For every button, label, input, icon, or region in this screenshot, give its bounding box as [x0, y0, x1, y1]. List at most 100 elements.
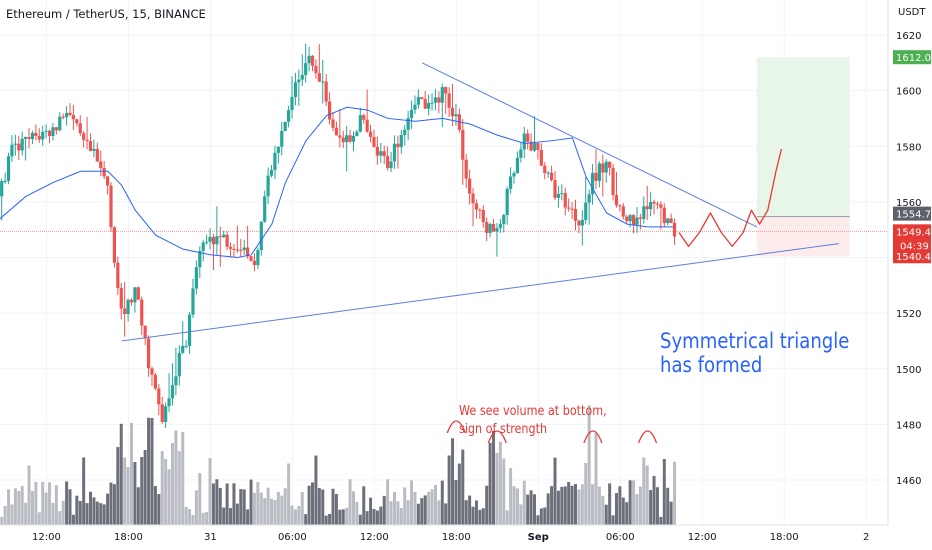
- stop-price-badge: [893, 249, 931, 264]
- candle-body: [512, 173, 516, 177]
- volume-bar: [355, 501, 359, 525]
- candle-body: [474, 203, 479, 210]
- volume-bar: [430, 489, 434, 525]
- pattern-annotation[interactable]: Symmetrical triangle has formed: [660, 329, 849, 377]
- candle-body: [549, 172, 554, 181]
- candle-body: [379, 151, 383, 156]
- volume-annotation-line2: sign of strength: [459, 422, 548, 437]
- volume-bar: [533, 494, 537, 525]
- volume-bar: [208, 458, 212, 525]
- candle-body: [276, 146, 280, 153]
- symbol-title: Ethereum / TetherUS, 15, BINANCE: [6, 7, 206, 21]
- volume-bar: [669, 501, 673, 525]
- volume-bar: [99, 503, 103, 525]
- volume-bar: [440, 480, 444, 525]
- candle-body: [310, 55, 315, 66]
- candle-body: [662, 207, 666, 224]
- volume-bar: [556, 490, 560, 525]
- volume-bar: [488, 442, 492, 525]
- volume-bar: [375, 510, 379, 525]
- volume-bar: [314, 455, 318, 525]
- volume-bar: [662, 458, 666, 525]
- candle-body: [293, 82, 298, 97]
- volume-bar: [410, 480, 414, 525]
- volume-bar: [543, 507, 547, 525]
- volume-highlight-arc: [446, 420, 466, 434]
- candle-body: [280, 131, 284, 147]
- candle-body: [416, 97, 420, 105]
- volume-bar: [396, 501, 400, 525]
- candle-body: [235, 249, 239, 251]
- candle-body: [184, 345, 188, 347]
- candle-body: [532, 143, 537, 151]
- candle-body: [655, 203, 660, 205]
- volume-bar: [140, 457, 144, 525]
- volume-bar: [106, 493, 110, 525]
- candle-body: [478, 209, 482, 211]
- volume-bar: [27, 465, 31, 525]
- candle-body: [382, 151, 386, 157]
- candle-body: [454, 114, 458, 117]
- volume-bar: [512, 486, 516, 525]
- volume-bar: [133, 461, 137, 525]
- candle-body: [327, 101, 332, 120]
- candle-body: [112, 227, 117, 263]
- candle-body: [71, 114, 76, 120]
- y-tick-label: 1580: [896, 142, 921, 153]
- volume-bar: [522, 480, 526, 525]
- candle-body: [590, 172, 595, 195]
- volume-bar: [577, 489, 581, 525]
- candle-body: [406, 118, 410, 130]
- volume-bar: [454, 479, 458, 525]
- candle-body: [392, 143, 397, 162]
- candle-body: [167, 398, 171, 407]
- candle-body: [635, 217, 639, 225]
- volume-bar: [649, 490, 653, 525]
- candle-body: [536, 143, 540, 150]
- volume-bar: [65, 481, 69, 525]
- candle-body: [631, 215, 636, 225]
- candle-body: [331, 119, 335, 128]
- volume-bar: [164, 458, 168, 525]
- candle-body: [51, 127, 55, 136]
- pattern-annotation-line2: has formed: [660, 353, 763, 377]
- candle-body: [430, 102, 434, 104]
- candle-body: [44, 130, 48, 132]
- candle-body: [290, 96, 294, 111]
- volume-bar: [89, 491, 93, 525]
- candle-body: [225, 234, 229, 247]
- volume-bar: [222, 507, 226, 525]
- volume-bar: [614, 493, 618, 525]
- x-tick-label: 06:00: [606, 532, 635, 543]
- candle-body: [239, 249, 243, 251]
- candle-body: [287, 110, 291, 122]
- volume-bar: [673, 461, 677, 525]
- volume-bar: [348, 479, 352, 525]
- candle-body: [187, 314, 192, 346]
- volume-bar: [563, 486, 567, 525]
- volume-bar: [293, 509, 297, 525]
- candle-body: [625, 216, 629, 222]
- volume-bar: [123, 457, 127, 525]
- candle-body: [34, 132, 38, 137]
- stop-zone: [756, 216, 850, 257]
- candle-body: [304, 63, 308, 75]
- candle-body: [126, 299, 130, 315]
- candle-body: [123, 308, 127, 315]
- candle-body: [30, 132, 35, 140]
- volume-bar: [379, 506, 383, 525]
- volume-bar: [611, 515, 615, 525]
- volume-annotation[interactable]: We see volume at bottom, sign of strengt…: [459, 403, 607, 439]
- volume-bar: [242, 489, 246, 525]
- x-tick-label: 18:00: [770, 532, 799, 543]
- volume-bar: [468, 495, 472, 525]
- candle-body: [618, 205, 622, 207]
- volume-bar: [351, 491, 355, 525]
- volume-bar: [338, 509, 342, 525]
- volume-bar: [198, 473, 202, 525]
- candle-body: [584, 202, 588, 220]
- candle-body: [433, 97, 438, 103]
- volume-bar: [451, 438, 455, 525]
- volume-bar: [150, 417, 154, 525]
